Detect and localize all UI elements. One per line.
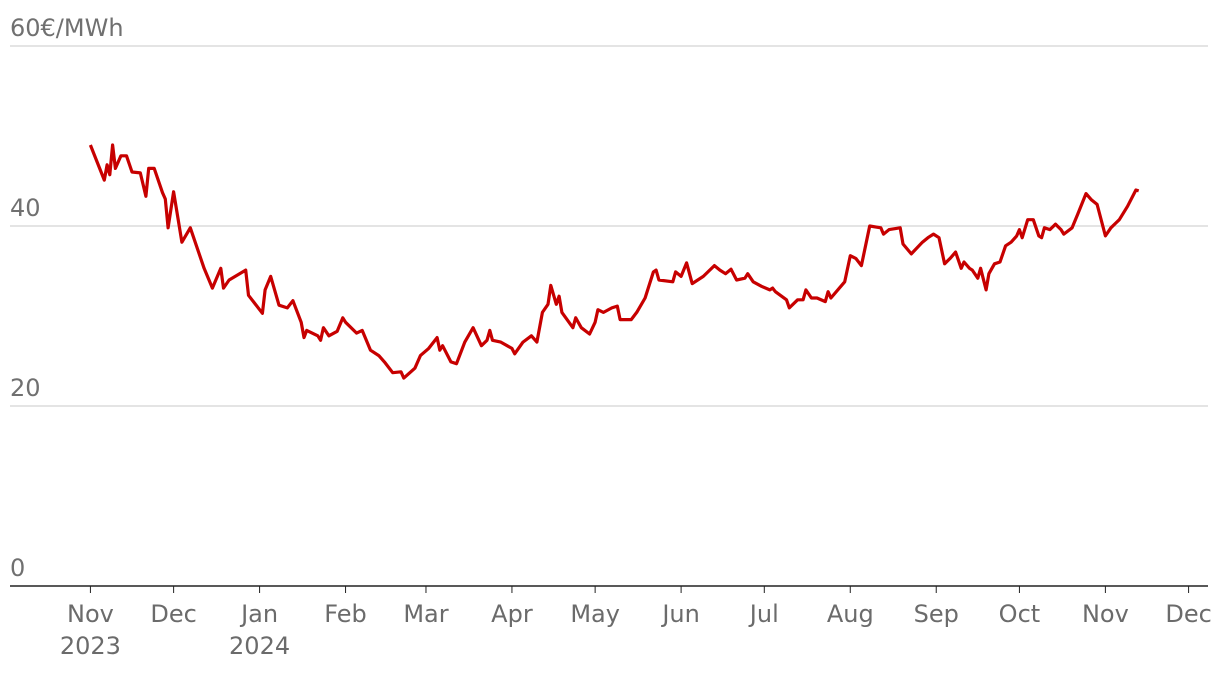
y-tick-label: 60€/MWh bbox=[10, 14, 124, 42]
x-tick-label: Mar bbox=[403, 600, 448, 628]
x-tick-label: Nov bbox=[1082, 600, 1129, 628]
x-year-label: 2023 bbox=[60, 632, 121, 660]
x-tick-label: Jan bbox=[239, 600, 278, 628]
x-tick-label: Jul bbox=[748, 600, 779, 628]
y-tick-label: 20 bbox=[10, 374, 41, 402]
y-tick-label: 0 bbox=[10, 554, 25, 582]
x-tick-label: Aug bbox=[827, 600, 874, 628]
x-tick-label: May bbox=[570, 600, 620, 628]
x-tick-label: Apr bbox=[491, 600, 533, 628]
x-tick-label: Jun bbox=[660, 600, 700, 628]
x-tick-label: Sep bbox=[914, 600, 959, 628]
price-line bbox=[88, 143, 1140, 380]
x-tick-label: Feb bbox=[324, 600, 367, 628]
x-tick-label: Oct bbox=[999, 600, 1041, 628]
x-tick-label: Dec bbox=[1165, 600, 1211, 628]
x-tick-label: Nov bbox=[67, 600, 114, 628]
x-tick-label: Dec bbox=[150, 600, 196, 628]
y-tick-label: 40 bbox=[10, 194, 41, 222]
x-year-label: 2024 bbox=[229, 632, 290, 660]
